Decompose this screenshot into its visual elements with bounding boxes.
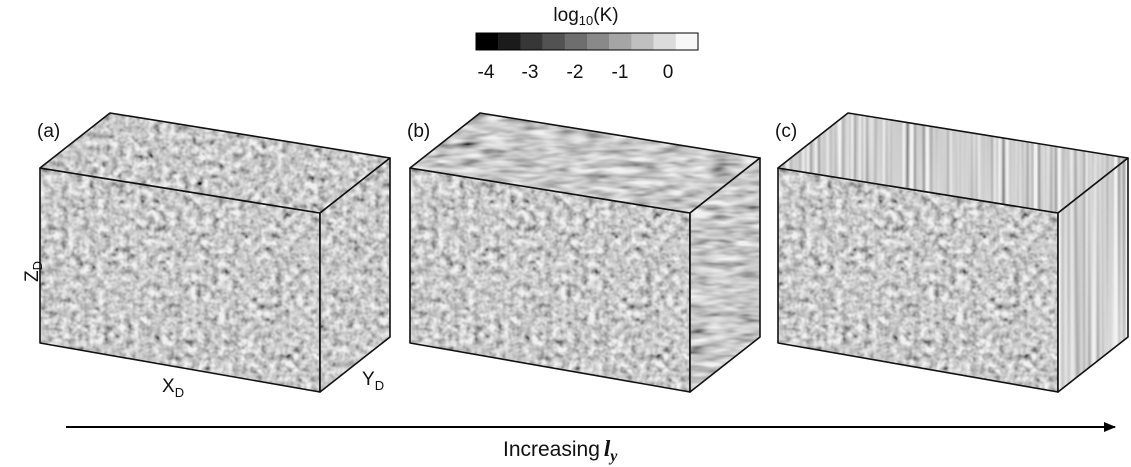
- colorbar-title: log10(K): [553, 5, 618, 28]
- colorbar-frame: [475, 32, 699, 51]
- colorbar-tick-label: -4: [478, 62, 495, 83]
- colorbar-cell: [631, 33, 654, 50]
- colorbar-cell: [564, 33, 588, 50]
- x-axis-label: XD: [162, 376, 184, 400]
- colorbar-cell: [476, 33, 499, 50]
- side-face-edge: [1057, 157, 1129, 393]
- panel-label: (c): [775, 121, 797, 142]
- panels: (a) (b) (c): [37, 112, 1129, 393]
- block: [409, 112, 761, 393]
- colorbar-cell: [675, 33, 699, 50]
- colorbar-tick-label: -1: [612, 62, 629, 83]
- arrow-label: Increasing ly: [503, 436, 618, 465]
- side-face-texture: [690, 158, 760, 392]
- colorbar-cell: [653, 33, 676, 50]
- top-face-texture: [40, 113, 390, 213]
- y-axis-label: YD: [362, 369, 384, 393]
- front-face-texture: [40, 168, 320, 392]
- colorbar-cell: [498, 33, 521, 50]
- panel-label: (a): [37, 121, 60, 142]
- block: [39, 112, 391, 393]
- top-face-texture: [410, 113, 760, 213]
- z-axis-label: ZD: [22, 261, 45, 282]
- colorbar-cell: [542, 33, 565, 50]
- colorbar-tick-label: -2: [567, 62, 584, 83]
- colorbar-cell: [520, 33, 543, 50]
- side-face-texture: [1058, 158, 1128, 392]
- colorbar: -4 -3 -2 -1 0: [475, 32, 699, 83]
- front-face-texture: [778, 168, 1058, 392]
- colorbar-cell: [587, 33, 610, 50]
- colorbar-cell: [609, 33, 632, 50]
- top-face-texture: [778, 113, 1128, 213]
- side-face-texture: [320, 158, 390, 392]
- block: [777, 112, 1129, 393]
- side-face-edge: [689, 157, 761, 393]
- panel-label: (b): [407, 121, 430, 142]
- colorbar-tick-label: 0: [663, 62, 674, 83]
- front-face-texture: [410, 168, 690, 392]
- colorbar-tick-label: -3: [522, 62, 539, 83]
- side-face-edge: [319, 157, 391, 393]
